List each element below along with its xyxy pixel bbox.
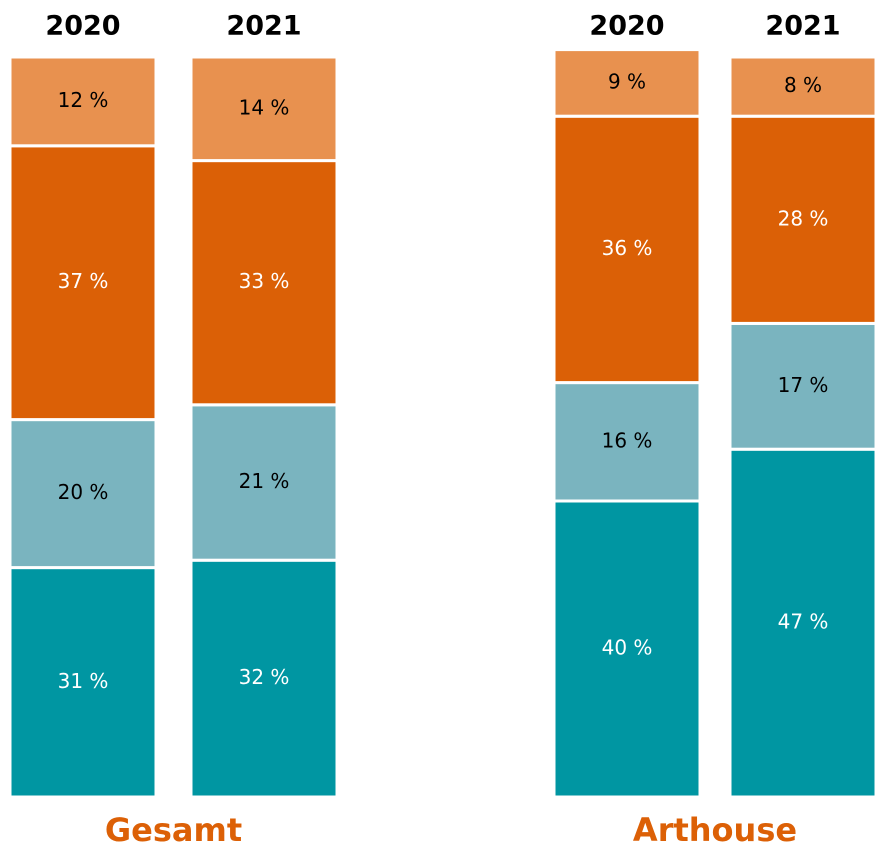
value-label: 40 % [602,636,653,660]
value-label: 14 % [239,95,290,119]
value-label: 31 % [58,669,109,693]
bar-segment [552,381,702,503]
value-label: 47 % [778,610,829,634]
bar-segment [189,558,339,799]
bar-segment [189,159,339,407]
bar-segment [189,403,339,562]
bar-segment [552,114,702,385]
category-label: 2020 [589,11,664,42]
value-label: 9 % [608,69,646,93]
value-label: 20 % [58,480,109,504]
value-label: 21 % [239,469,290,493]
category-label: 2021 [226,11,301,42]
group-title: Gesamt [105,811,242,849]
bar-segment [8,418,158,570]
bar-segment [728,321,876,451]
value-label: 28 % [778,206,829,230]
bar-segment [552,48,702,118]
value-label: 36 % [602,236,653,260]
value-label: 8 % [784,73,822,97]
bar-segment [728,55,876,118]
group-title: Arthouse [633,811,797,849]
bar-segment [728,114,876,325]
bar-segment [8,55,158,148]
category-label: 2021 [765,11,840,42]
value-label: 33 % [239,269,290,293]
value-label: 12 % [58,88,109,112]
value-label: 32 % [239,665,290,689]
value-label: 17 % [778,373,829,397]
bar-segment [728,447,876,799]
value-label: 16 % [602,428,653,452]
value-label: 37 % [58,269,109,293]
bar-segment [552,499,702,799]
category-label: 2020 [45,11,120,42]
bar-segment [189,55,339,163]
bar-segment [8,566,158,799]
